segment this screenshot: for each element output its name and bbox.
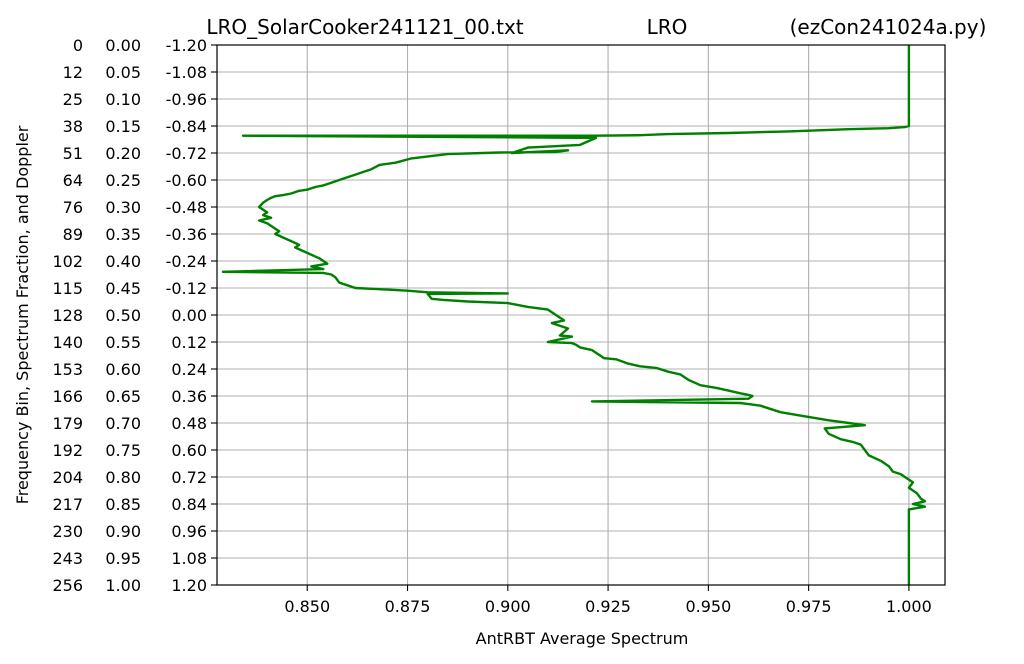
x-tick-label: 0.925 — [585, 597, 631, 616]
data-lines — [221, 45, 927, 585]
title-center: LRO — [647, 15, 688, 39]
title-right: (ezCon241024a.py) — [790, 15, 987, 39]
y-tick-label: 153 0.60 0.24 — [52, 360, 207, 379]
y-tick-label: 230 0.90 0.96 — [52, 522, 207, 541]
x-tick-label: 0.975 — [786, 597, 832, 616]
y-tick-label: 76 0.30 -0.48 — [63, 198, 207, 217]
series-line — [221, 45, 927, 585]
y-tick-label: 128 0.50 0.00 — [52, 306, 207, 325]
y-tick-label: 25 0.10 -0.96 — [63, 90, 207, 109]
y-tick-label: 102 0.40 -0.24 — [52, 252, 207, 271]
y-tick-label: 140 0.55 0.12 — [52, 333, 207, 352]
x-tick-label: 1.000 — [886, 597, 932, 616]
y-tick-label: 115 0.45 -0.12 — [52, 279, 207, 298]
y-tick-label: 243 0.95 1.08 — [52, 549, 207, 568]
axis-ticks: 0.850 0.875 0.900 0.925 0.950 0.975 1.000 0 0.00… — [52, 36, 931, 616]
y-tick-label: 89 0.35 -0.36 — [63, 225, 207, 244]
y-tick-label: 217 0.85 0.84 — [52, 495, 207, 514]
x-tick-label: 0.950 — [685, 597, 731, 616]
plot-frame — [216, 44, 946, 586]
x-axis-label: AntRBT Average Spectrum — [476, 629, 689, 648]
y-tick-label: 256 1.00 1.20 — [52, 576, 207, 595]
x-tick-label: 0.850 — [284, 597, 330, 616]
y-tick-label: 38 0.15 -0.84 — [63, 117, 207, 136]
y-tick-label: 192 0.75 0.60 — [52, 441, 207, 460]
y-axis-label: Frequency Bin, Spectrum Fraction, and Do… — [13, 125, 32, 504]
y-tick-label: 51 0.20 -0.72 — [63, 144, 207, 163]
grid-lines — [217, 44, 945, 586]
x-tick-label: 0.900 — [485, 597, 531, 616]
y-tick-label: 179 0.70 0.48 — [52, 414, 207, 433]
x-tick-label: 0.875 — [385, 597, 431, 616]
y-tick-label: 64 0.25 -0.60 — [63, 171, 207, 190]
title-left: LRO_SolarCooker241121_00.txt — [206, 15, 523, 39]
y-tick-label: 0 0.00 -1.20 — [73, 36, 207, 55]
y-tick-label: 204 0.80 0.72 — [52, 468, 207, 487]
y-tick-label: 12 0.05 -1.08 — [63, 63, 207, 82]
y-tick-label: 166 0.65 0.36 — [52, 387, 207, 406]
